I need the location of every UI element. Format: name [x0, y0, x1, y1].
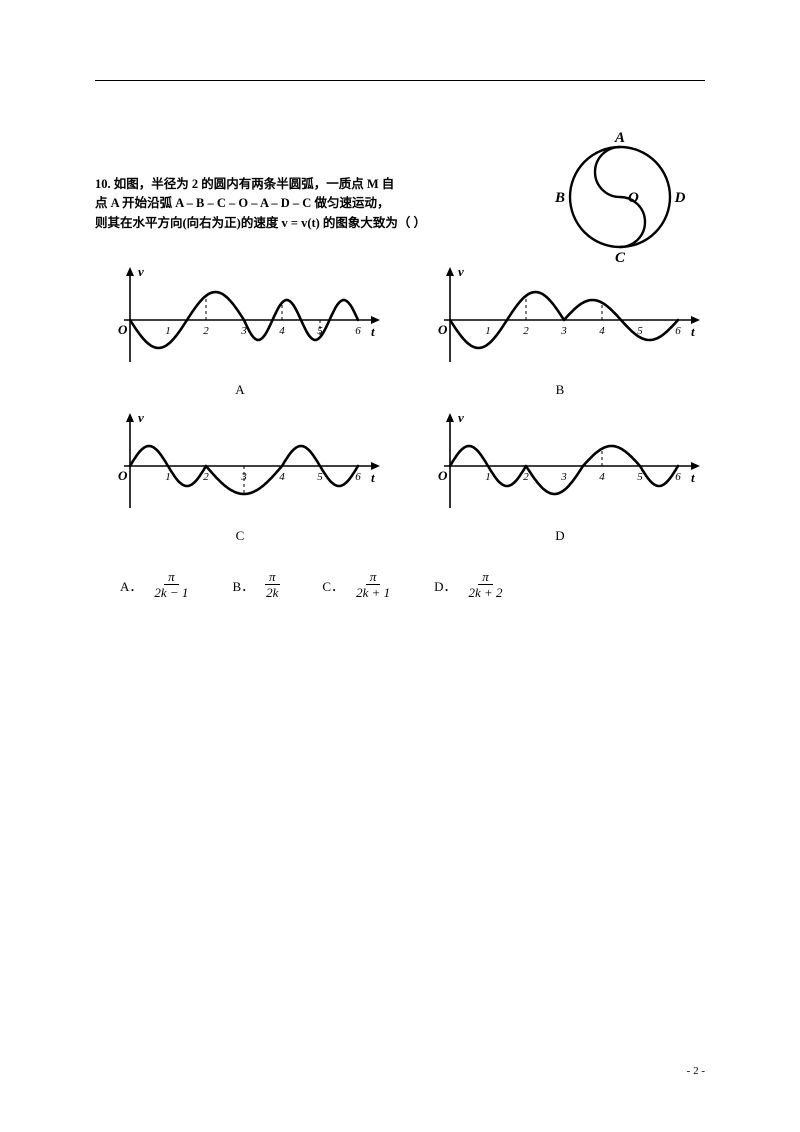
answer-A-letter: A．: [120, 576, 142, 595]
answer-B: B． π 2k: [232, 570, 282, 601]
svg-text:6: 6: [675, 325, 681, 337]
svg-text:v: v: [458, 264, 464, 279]
svg-text:2: 2: [523, 471, 529, 483]
yin-yang-figure: A B C D O: [545, 130, 695, 270]
svg-text:4: 4: [599, 471, 605, 483]
svg-text:O: O: [118, 468, 128, 483]
answer-C-frac: π 2k + 1: [352, 570, 394, 601]
svg-text:v: v: [458, 410, 464, 425]
graph-C-label: C: [236, 528, 245, 544]
option-graphs: Ov t 1 2 3 4 5 6 A Ov t 1 2 3 4 5 6 B Ov t 1 2 3 4 5 6 C Ov t 1…: [95, 260, 705, 552]
svg-text:t: t: [691, 324, 695, 339]
graph-C-cell: Ovt123456 C: [95, 406, 385, 544]
svg-text:O: O: [118, 322, 128, 337]
problem-line1: 如图，半径为 2 的圆内有两条半圆弧，一质点 M 自: [114, 177, 395, 191]
graph-D: Ov t 1 2 3 4 5 6: [415, 406, 705, 526]
graph-A: Ovt123456: [95, 260, 385, 380]
graph-B-cell: Ovt123456 B: [415, 260, 705, 398]
answer-B-frac: π 2k: [262, 570, 282, 601]
answer-options: A． π 2k − 1 B． π 2k C． π 2k + 1 D． π 2k …: [120, 570, 547, 601]
graph-C: Ovt123456: [95, 406, 385, 526]
page-number: - 2 -: [687, 1065, 705, 1077]
svg-text:O: O: [438, 468, 448, 483]
graph-A-cell: Ovt123456 A: [95, 260, 385, 398]
answer-A: A． π 2k − 1: [120, 570, 192, 601]
problem-line2: 点 A 开始沿弧 A – B – C – O – A – D – C 做匀速运动…: [95, 196, 389, 210]
graph-D-label: D: [555, 528, 564, 544]
svg-text:5: 5: [317, 471, 323, 483]
svg-text:1: 1: [165, 471, 171, 483]
problem-line3: 则其在水平方向(向右为正)的速度 v = v(t) 的图象大致为（ ）: [95, 216, 426, 230]
svg-text:6: 6: [355, 471, 361, 483]
svg-text:B: B: [554, 190, 565, 206]
answer-C: C． π 2k + 1: [322, 570, 394, 601]
answer-D: D． π 2k + 2: [434, 570, 506, 601]
svg-text:2: 2: [523, 325, 529, 337]
svg-text:6: 6: [675, 471, 681, 483]
svg-text:v: v: [138, 410, 144, 425]
top-rule: [95, 80, 705, 81]
svg-text:5: 5: [637, 471, 643, 483]
graph-D-cell: Ov t 1 2 3 4 5 6 D: [415, 406, 705, 544]
answer-B-letter: B．: [232, 576, 254, 595]
graph-B-label: B: [556, 382, 565, 398]
svg-text:v: v: [138, 264, 144, 279]
svg-text:O: O: [628, 190, 639, 206]
graph-A-label: A: [235, 382, 244, 398]
svg-text:1: 1: [165, 325, 171, 337]
svg-text:t: t: [371, 324, 375, 339]
answer-A-frac: π 2k − 1: [150, 570, 192, 601]
svg-text:1: 1: [485, 471, 491, 483]
answer-D-letter: D．: [434, 576, 456, 595]
problem-number: 10.: [95, 177, 111, 191]
svg-text:t: t: [691, 470, 695, 485]
svg-text:6: 6: [355, 325, 361, 337]
graph-B: Ovt123456: [415, 260, 705, 380]
answer-D-frac: π 2k + 2: [465, 570, 507, 601]
svg-text:O: O: [438, 322, 448, 337]
svg-text:4: 4: [279, 325, 285, 337]
svg-text:2: 2: [203, 325, 209, 337]
svg-text:t: t: [371, 470, 375, 485]
svg-text:A: A: [614, 130, 625, 146]
svg-text:1: 1: [485, 325, 491, 337]
svg-text:3: 3: [560, 325, 567, 337]
svg-text:D: D: [674, 190, 686, 206]
svg-text:4: 4: [279, 471, 285, 483]
answer-C-letter: C．: [322, 576, 344, 595]
svg-text:4: 4: [599, 325, 605, 337]
svg-text:2: 2: [203, 471, 209, 483]
problem-statement: 10. 如图，半径为 2 的圆内有两条半圆弧，一质点 M 自 点 A 开始沿弧 …: [95, 175, 425, 233]
svg-text:3: 3: [560, 471, 567, 483]
